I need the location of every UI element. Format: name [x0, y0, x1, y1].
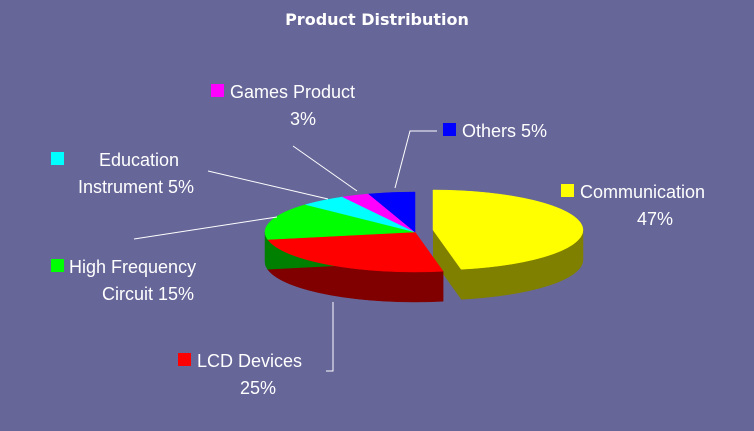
slice-label: Instrument 5%	[78, 177, 194, 197]
leader-line	[292, 145, 358, 192]
legend-key	[211, 84, 224, 97]
slice-label: Circuit 15%	[102, 284, 194, 304]
legend-key	[51, 152, 64, 165]
slice-label: LCD Devices	[197, 351, 302, 371]
legend-key	[443, 123, 456, 136]
slice-label: Others 5%	[462, 121, 547, 141]
slice-label: Education	[99, 150, 179, 170]
slice-others	[368, 191, 416, 233]
slice-wall	[433, 230, 462, 300]
slice-label: 47%	[637, 209, 673, 229]
slice-labels: Communication 47% LCD Devices 25% High Frequ…	[51, 82, 705, 398]
slice-label: 3%	[290, 109, 316, 129]
leader-line	[133, 216, 278, 240]
legend-key	[51, 259, 64, 272]
slice-label: High Frequency	[69, 257, 196, 277]
slice-high-frequency-circuit	[264, 204, 416, 240]
slice-label: Communication	[580, 182, 705, 202]
leader-line	[207, 170, 329, 200]
slice-communication	[432, 189, 584, 270]
leader-line	[326, 302, 334, 372]
slice-label: Games Product	[230, 82, 355, 102]
pie-tops	[264, 189, 584, 273]
chart-title: Product Distribution	[285, 10, 469, 29]
slice-lcd-devices	[267, 231, 444, 273]
slice-label: 25%	[240, 378, 276, 398]
legend-key	[561, 184, 574, 197]
legend-key	[178, 353, 191, 366]
leader-line	[394, 130, 437, 189]
